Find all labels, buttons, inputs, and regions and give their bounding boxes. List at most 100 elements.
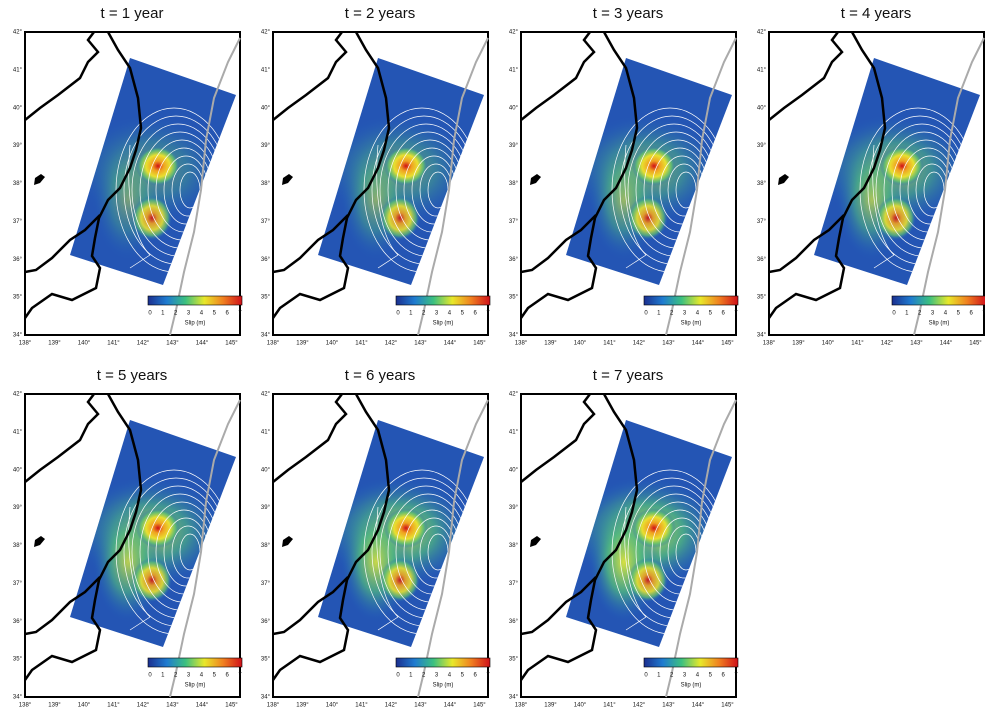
colorbar-tick: 6 xyxy=(721,673,725,679)
lon-label: 141° xyxy=(603,341,616,347)
colorbar-label: Slip (m) xyxy=(681,683,702,689)
lon-label: 144° xyxy=(444,341,457,347)
colorbar-tick: 5 xyxy=(709,673,713,679)
colorbar-tick: 2 xyxy=(422,673,426,679)
colorbar-tick: 7 xyxy=(734,673,738,679)
lat-label: 39° xyxy=(261,505,271,511)
lon-label: 141° xyxy=(107,703,120,707)
slip-peak xyxy=(132,558,172,602)
colorbar-tick: 1 xyxy=(657,673,661,679)
lon-label: 144° xyxy=(444,703,457,707)
colorbar-tick: 5 xyxy=(957,311,961,317)
lat-label: 38° xyxy=(13,543,23,549)
lon-label: 140° xyxy=(78,341,91,347)
lat-label: 34° xyxy=(509,695,519,701)
colorbar-tick: 7 xyxy=(238,673,242,679)
lat-label: 38° xyxy=(13,181,23,187)
lat-label: 42° xyxy=(261,392,271,398)
lon-label: 138° xyxy=(267,341,280,347)
lon-label: 139° xyxy=(48,703,61,707)
coastline xyxy=(271,31,391,319)
lat-label: 40° xyxy=(261,467,271,473)
colorbar-tick: 4 xyxy=(200,311,204,317)
lat-label: 35° xyxy=(261,657,271,663)
lon-label: 141° xyxy=(851,341,864,347)
lat-label: 41° xyxy=(13,429,23,435)
lat-label: 37° xyxy=(13,219,23,225)
lon-label: 138° xyxy=(267,703,280,707)
colorbar-tick: 3 xyxy=(187,311,191,317)
slip-peak xyxy=(136,146,180,186)
lat-label: 35° xyxy=(509,657,519,663)
map-panel: t = 5 years42°41°40°39°38°37°36°35°34°13… xyxy=(13,367,242,709)
island xyxy=(530,174,541,185)
slip-peak xyxy=(380,196,420,240)
lon-label: 143° xyxy=(166,703,179,707)
lon-label: 144° xyxy=(692,341,705,347)
colorbar-tick: 6 xyxy=(473,673,477,679)
lat-label: 34° xyxy=(261,695,271,701)
slip-field xyxy=(323,469,481,635)
lat-label: 41° xyxy=(757,67,767,73)
colorbar-tick: 7 xyxy=(982,311,985,317)
colorbar-tick: 0 xyxy=(892,311,896,317)
colorbar-tick: 5 xyxy=(461,311,465,317)
colorbar-tick: 3 xyxy=(435,311,439,317)
contour xyxy=(376,144,399,269)
colorbar-tick: 0 xyxy=(644,311,648,317)
slip-peak xyxy=(876,196,916,240)
contour xyxy=(376,506,399,631)
colorbar-tick: 4 xyxy=(448,311,452,317)
colorbar-tick: 6 xyxy=(721,311,725,317)
island xyxy=(778,174,789,185)
lat-label: 37° xyxy=(261,581,271,587)
slip-peak xyxy=(880,146,924,186)
colorbar-tick: 5 xyxy=(709,311,713,317)
slip-peak xyxy=(132,196,172,240)
colorbar xyxy=(643,295,739,306)
lat-label: 35° xyxy=(13,295,23,301)
colorbar-tick: 1 xyxy=(657,311,661,317)
lat-label: 40° xyxy=(13,467,23,473)
lon-label: 145° xyxy=(225,703,238,707)
lon-label: 139° xyxy=(544,341,557,347)
lat-label: 42° xyxy=(509,30,519,36)
colorbar-tick: 2 xyxy=(918,311,922,317)
colorbar-tick: 5 xyxy=(213,311,217,317)
colorbar-label: Slip (m) xyxy=(929,321,950,327)
lat-label: 38° xyxy=(757,181,767,187)
slip-peak xyxy=(384,146,428,186)
lat-label: 40° xyxy=(509,105,519,111)
lat-label: 35° xyxy=(261,295,271,301)
colorbar-tick: 6 xyxy=(225,673,229,679)
contour xyxy=(872,144,895,269)
coastline xyxy=(23,393,143,681)
lat-label: 41° xyxy=(509,67,519,73)
lat-label: 40° xyxy=(13,105,23,111)
lon-label: 142° xyxy=(385,703,398,707)
lat-label: 34° xyxy=(509,333,519,339)
colorbar-tick: 4 xyxy=(448,673,452,679)
colorbar-tick: 4 xyxy=(696,311,700,317)
colorbar-tick: 1 xyxy=(409,311,413,317)
lon-label: 144° xyxy=(692,703,705,707)
colorbar-tick: 2 xyxy=(174,311,178,317)
lat-label: 37° xyxy=(757,219,767,225)
colorbar-label: Slip (m) xyxy=(433,321,454,327)
lon-label: 140° xyxy=(326,341,339,347)
colorbar-tick: 2 xyxy=(422,311,426,317)
lon-label: 141° xyxy=(355,341,368,347)
lat-label: 39° xyxy=(261,143,271,149)
lon-label: 145° xyxy=(473,703,486,707)
lon-label: 140° xyxy=(326,703,339,707)
lat-label: 39° xyxy=(509,143,519,149)
lat-label: 34° xyxy=(13,695,23,701)
map-panel: t = 4 years42°41°40°39°38°37°36°35°34°13… xyxy=(757,5,985,347)
lon-label: 140° xyxy=(574,703,587,707)
lat-label: 40° xyxy=(757,105,767,111)
colorbar xyxy=(395,657,491,668)
colorbar-tick: 0 xyxy=(396,673,400,679)
colorbar-tick: 4 xyxy=(200,673,204,679)
lat-label: 36° xyxy=(261,619,271,625)
